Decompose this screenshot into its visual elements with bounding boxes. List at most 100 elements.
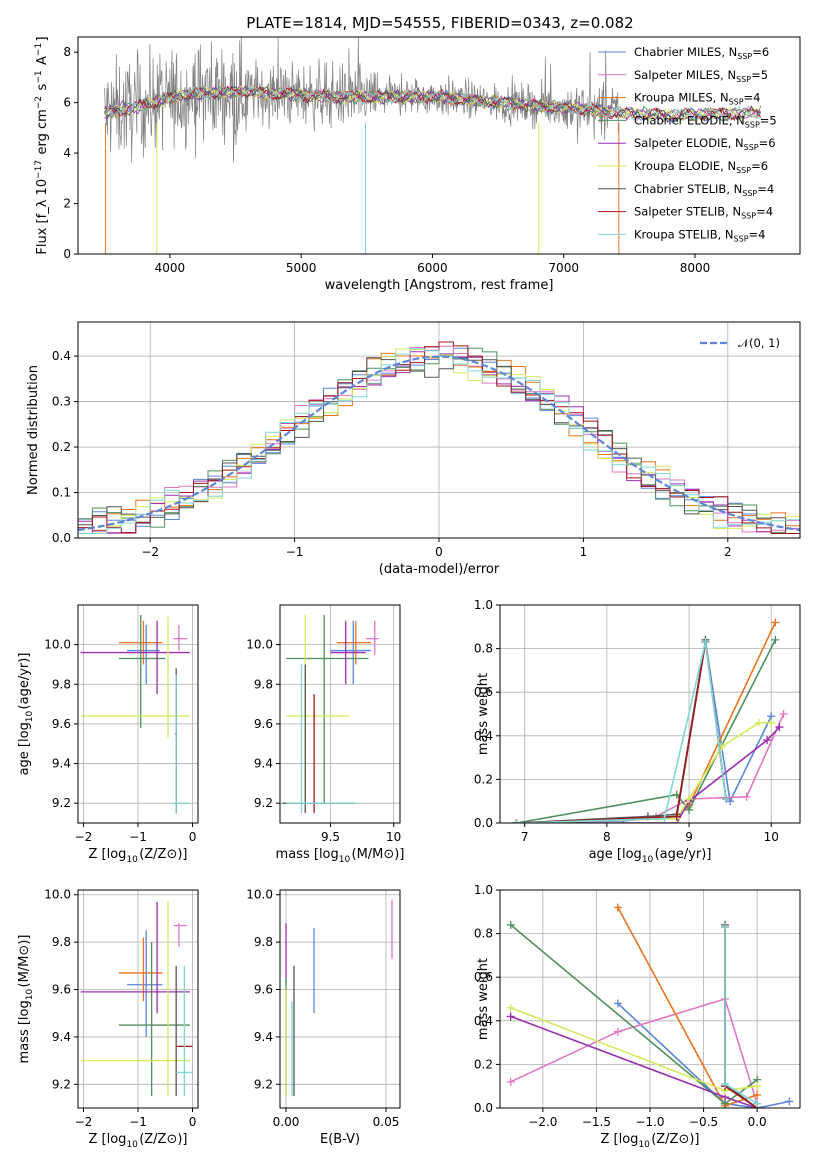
plus-marker: [613, 903, 622, 912]
plus-marker: [660, 814, 669, 823]
mass-vs-metallicity-panel: −2 −1 0 9.2 9.4 9.6 9.8 10.0 Z [log10 (Z/Z⊙)] mas…: [17, 888, 199, 1150]
errorbar-chabrier-elodie: [286, 614, 369, 804]
x-tick-label: 0: [189, 1115, 197, 1129]
x-tick-label: 2: [724, 545, 732, 559]
x-tick-label: 1: [580, 545, 588, 559]
y-tick-label: 9.6: [254, 717, 273, 731]
plus-marker: [701, 638, 710, 647]
series-line: [516, 639, 777, 823]
plot-area: [80, 901, 193, 1097]
y-tick-label: 0.0: [52, 531, 71, 545]
y-tick-label: 9.4: [254, 1030, 273, 1044]
y-tick-label: 0.6: [474, 685, 493, 699]
y-tick-label: 0.1: [52, 486, 71, 500]
mass-weight-vs-metallicity-panel: −2.0 −1.5 −1.0 −0.5 0.0 0.0 0.2 0.4 0.6 0.8 1.0 Z […: [474, 883, 801, 1150]
plus-marker: [506, 920, 515, 929]
legend: 𝒩(0, 1): [700, 336, 780, 350]
legend-entry-kroupa-stelib: Kroupa STELIB, NSSP=4: [634, 227, 765, 243]
plus-marker: [685, 795, 694, 804]
age-vs-metallicity-panel: −2 −1 0 9.2 9.4 9.6 9.8 10.0 Z [log10 (Z/Z⊙)] age…: [17, 604, 199, 865]
x-tick-label: 0.05: [373, 1115, 400, 1129]
errorbar-kroupa-elodie: [80, 901, 190, 1097]
x-tick-label: 8000: [680, 261, 711, 275]
axis-label: age [log10 (age/yr)]: [17, 653, 35, 776]
x-tick-label: −2: [75, 1115, 93, 1129]
x-tick-label: −2.0: [528, 1115, 557, 1129]
errorbar-kroupa-stelib: [173, 674, 190, 814]
axes-frame: [279, 889, 401, 1109]
errorbar-chabrier-elodie: [118, 942, 190, 1097]
x-tick-label: 4000: [155, 261, 186, 275]
x-tick-label: −2: [75, 830, 93, 844]
x-tick-label: −1: [286, 545, 304, 559]
y-tick-label: 0: [63, 247, 71, 261]
axis-label: Z [log10 (Z/Z⊙)]: [88, 1132, 187, 1150]
plus-marker: [771, 618, 780, 627]
x-tick-label: 9.5: [321, 830, 340, 844]
model-spectrum-salpeter-stelib: [103, 85, 761, 123]
y-tick-label: 9.8: [254, 935, 273, 949]
x-tick-label: 10: [386, 830, 401, 844]
x-tick-label: −1.0: [635, 1115, 664, 1129]
plus-marker: [506, 1077, 515, 1086]
y-tick-label: 10.0: [246, 888, 273, 902]
y-tick-label: 0.8: [474, 927, 493, 941]
y-tick-label: 1.0: [474, 883, 493, 897]
plus-marker: [721, 923, 729, 932]
errorbar-salpeter-elodie: [330, 620, 366, 685]
legend-entry-kroupa-miles: Kroupa MILES, NSSP=4: [634, 91, 760, 107]
y-tick-label: 0.8: [474, 642, 493, 656]
x-tick-label: −1: [129, 830, 147, 844]
axes-frame: [499, 604, 801, 824]
errorbar-salpeter-elodie: [80, 620, 190, 695]
plot-area: [103, 37, 761, 254]
x-tick-label: 7: [521, 830, 529, 844]
y-tick-label: 9.6: [254, 983, 273, 997]
normal-reference-curve: [78, 355, 800, 532]
errorbar-kroupa-stelib: [286, 664, 356, 814]
axis-label: mass [log10 (M/M⊙)]: [17, 935, 35, 1064]
legend-entry-chabrier-stelib: Chabrier STELIB, NSSP=4: [634, 182, 774, 198]
y-tick-label: 0.0: [474, 1101, 493, 1115]
data-spectrum: [103, 37, 620, 163]
residual-histogram-panel: −2 −1 0 1 2 0.0 0.1 0.2 0.3 0.4 (data-model)/error…: [26, 321, 801, 577]
y-tick-label: 2: [63, 197, 71, 211]
plot-area: [285, 899, 393, 1097]
x-tick-label: 9: [685, 830, 693, 844]
y-tick-label: 9.4: [254, 757, 273, 771]
x-tick-label: 0: [189, 830, 197, 844]
legend-entry-normal: 𝒩(0, 1): [738, 336, 780, 350]
plus-marker: [512, 819, 521, 823]
x-tick-label: 8: [603, 830, 611, 844]
y-tick-label: 9.2: [254, 1077, 273, 1091]
histogram-kroupa-stelib: [78, 348, 800, 538]
series-line: [510, 998, 758, 1104]
y-tick-label: 9.4: [52, 1030, 71, 1044]
figure-title: PLATE=1814, MJD=54555, FIBERID=0343, z=0…: [246, 14, 633, 32]
y-tick-label: 9.8: [52, 677, 71, 691]
series-line: [617, 1002, 790, 1108]
plus-marker: [613, 1027, 622, 1036]
axis-label: wavelength [Angstrom, rest frame]: [325, 278, 554, 293]
mass-weight-vs-age-panel: 7 8 9 10 0.0 0.2 0.4 0.6 0.8 1.0 age [log10 (age/y…: [474, 598, 801, 865]
series-kroupa-stelib: [512, 638, 731, 823]
plus-marker: [779, 710, 788, 718]
errorbar-kroupa-miles: [336, 620, 371, 665]
axis-label: (data-model)/error: [379, 562, 500, 577]
plus-marker: [753, 1082, 762, 1091]
axis-label: Flux [f_λ 10−17 erg cm−2 s−1 A−1 ]: [34, 36, 50, 254]
y-tick-label: 9.8: [52, 935, 71, 949]
series-kroupa-stelib: [721, 923, 762, 1108]
plot-area: [282, 614, 379, 814]
x-tick-label: 5000: [286, 261, 317, 275]
plus-marker: [753, 1099, 762, 1108]
x-tick-label: 0: [435, 545, 443, 559]
y-tick-label: 9.2: [52, 1077, 71, 1091]
y-tick-label: 0.4: [474, 729, 493, 743]
x-tick-label: 6000: [417, 261, 448, 275]
y-tick-label: 0.2: [52, 440, 71, 454]
axis-label: mass [log10 (M/M⊙)]: [276, 847, 405, 865]
plot-area: [512, 618, 788, 823]
y-tick-label: 0.3: [52, 395, 71, 409]
errorbar-salpeter-elodie: [80, 901, 190, 1014]
